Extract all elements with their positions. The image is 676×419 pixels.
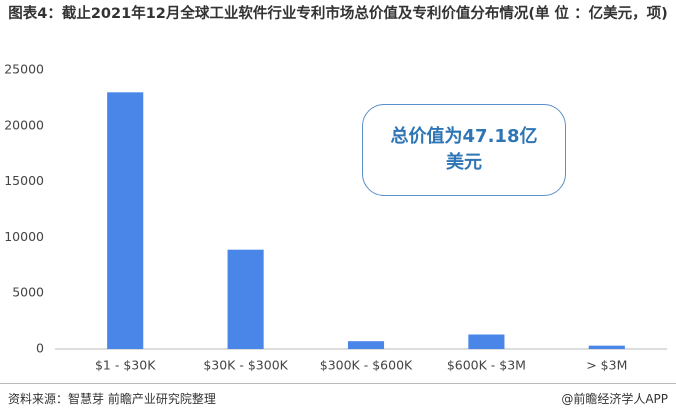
annotation: 总价值为47.18亿美元 [390,126,538,173]
source: 资料来源：智慧芽 前瞻产业研究院整理 [8,392,216,406]
y-tick-label: 0 [36,341,44,356]
annotation-box: 总价值为47.18亿美元 [362,104,566,196]
bar [588,345,625,349]
x-tick-label: $30K - $300K [203,358,288,373]
x-tick-label: $600K - $3M [447,358,526,373]
bar [107,92,144,349]
y-tick-label: 25000 [4,62,44,77]
y-tick-label: 5000 [12,285,44,300]
x-tick-label: $1 - $30K [95,358,156,373]
chart-title: 图表4：截止2021年12月全球工业软件行业专利市场总价值及专利价值分布情况(单… [8,6,668,22]
y-tick-label: 15000 [4,173,44,188]
bar [468,334,505,349]
y-tick-label: 10000 [4,229,44,244]
x-tick-label: > $3M [586,358,627,373]
y-tick-label: 20000 [4,117,44,132]
x-tick-label: $300K - $600K [320,358,413,373]
bar [347,341,385,349]
bar [227,249,264,349]
brand: @前瞻经济学人APP [561,392,668,406]
footer-rule [0,383,676,384]
